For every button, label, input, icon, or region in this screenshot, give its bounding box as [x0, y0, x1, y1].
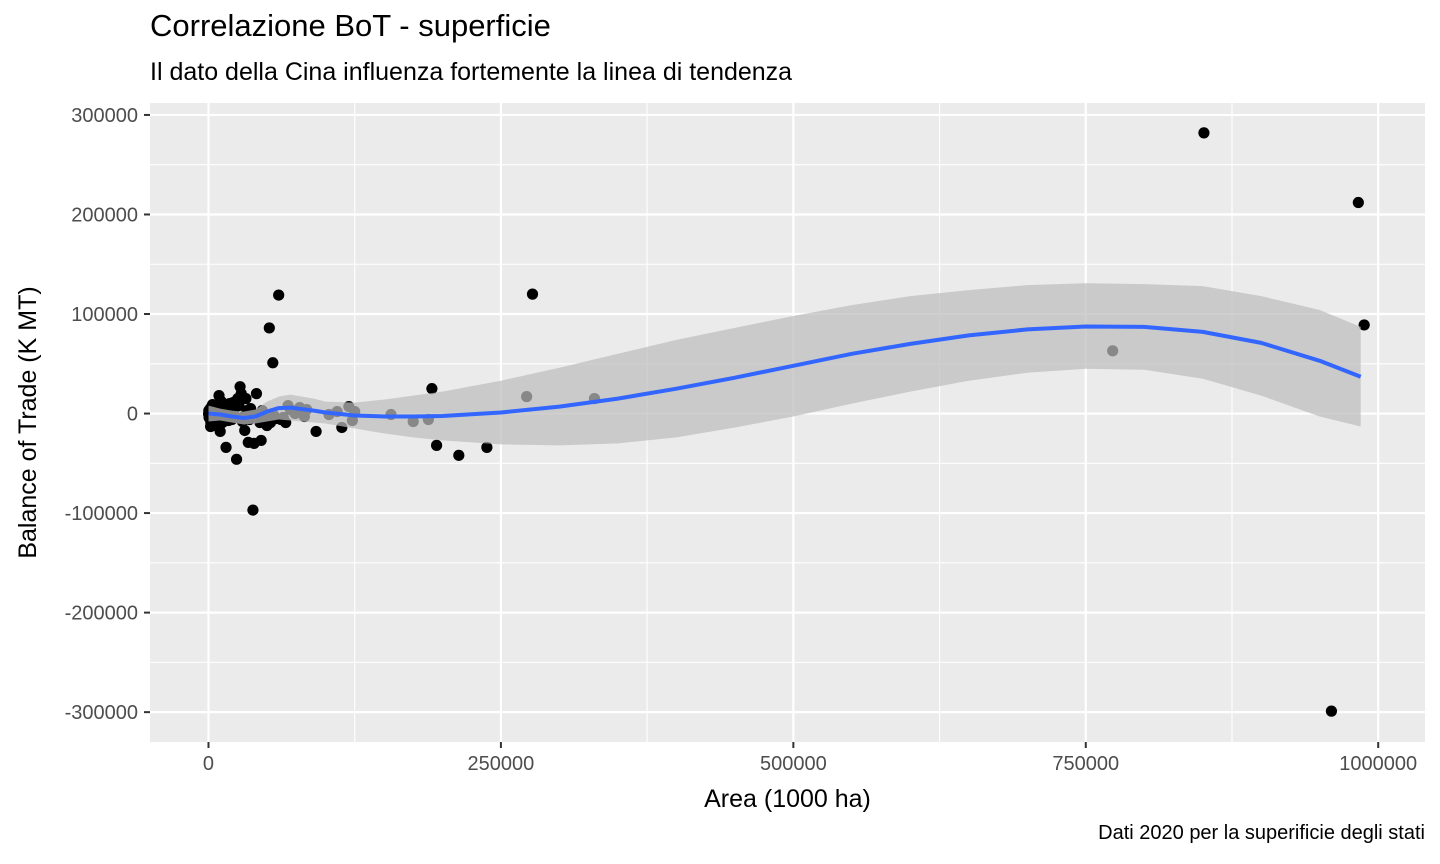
data-point: [273, 289, 285, 301]
data-point: [1358, 319, 1370, 331]
data-point: [310, 425, 322, 438]
trend-line: [208, 324, 1362, 420]
x-tick-label: 500000: [760, 753, 827, 775]
x-tick-label: 0: [203, 753, 214, 775]
data-point: [430, 439, 443, 451]
data-point: [453, 449, 465, 461]
chart-title: Correlazione BoT - superficie: [150, 8, 551, 43]
data-point: [1198, 127, 1210, 139]
x-tick-label: 250000: [468, 753, 535, 775]
data-point: [242, 436, 254, 449]
x-tick-label: 750000: [1052, 753, 1119, 775]
y-tick-label: -300000: [65, 702, 138, 724]
y-tick-label: 200000: [71, 204, 138, 226]
data-point: [230, 453, 243, 465]
y-tick-label: -200000: [65, 603, 138, 625]
x-axis-title: Area (1000 ha): [704, 785, 871, 813]
data-point: [426, 383, 438, 395]
data-point: [526, 288, 539, 300]
data-point: [247, 504, 259, 516]
data-point: [220, 441, 232, 453]
data-point: [213, 390, 225, 402]
confidence-ribbon: [208, 283, 1361, 446]
data-point: [234, 381, 246, 393]
y-tick-label: -100000: [65, 503, 138, 525]
chart-subtitle: Il dato della Cina influenza fortemente …: [150, 58, 793, 86]
data-point: [1325, 705, 1338, 717]
data-point: [233, 399, 245, 412]
data-point: [263, 322, 275, 334]
y-axis: -300000 -200000 -100000 0 100000 200000 300000: [65, 105, 150, 724]
x-tick-label: 1000000: [1339, 753, 1417, 775]
data-point: [1352, 196, 1364, 209]
y-tick-label: 100000: [71, 304, 138, 326]
y-axis-title: Balance of Trade (K MT): [14, 286, 42, 558]
data-point: [481, 441, 493, 453]
y-tick-label: 300000: [71, 105, 138, 127]
chart-caption: Dati 2020 per la superificie degli stati: [1098, 822, 1425, 844]
data-point: [250, 388, 263, 400]
data-point: [239, 424, 251, 437]
y-tick-label: 0: [127, 404, 138, 426]
data-point: [267, 357, 279, 369]
x-axis: 0 250000 500000 750000 1000000: [203, 742, 1417, 775]
